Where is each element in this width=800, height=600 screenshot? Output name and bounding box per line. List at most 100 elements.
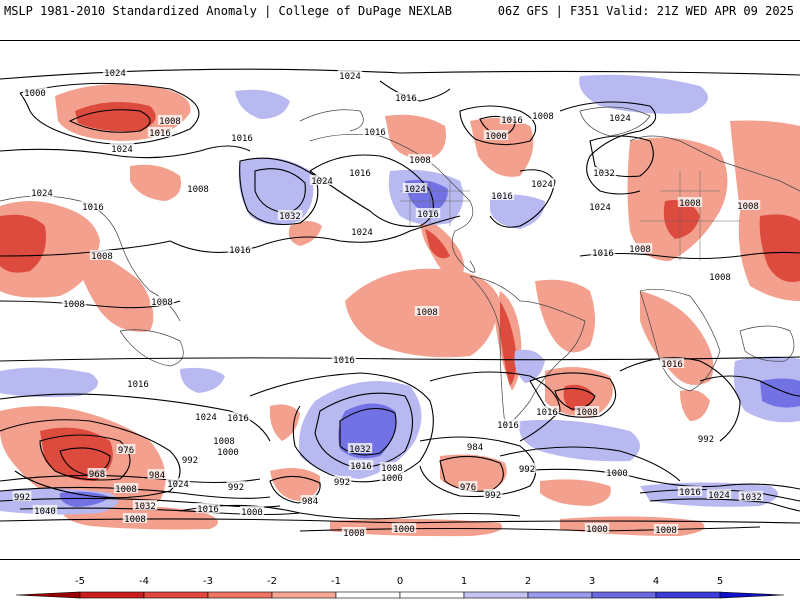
isobar-label: 1016 bbox=[501, 116, 523, 126]
colorbar-swatch bbox=[143, 591, 209, 599]
isobar-label: 1008 bbox=[343, 529, 365, 539]
map-title: MSLP 1981-2010 Standardized Anomaly | Co… bbox=[4, 4, 452, 18]
colorbar-tick-label: -4 bbox=[139, 576, 149, 587]
political-borders bbox=[400, 171, 740, 261]
isobar-label: 1000 bbox=[241, 508, 263, 518]
isobar-label: 1024 bbox=[609, 114, 631, 124]
isobar-label: 1008 bbox=[381, 464, 403, 474]
isobar-label-bg bbox=[587, 201, 613, 211]
isobar-label: 1016 bbox=[227, 414, 249, 424]
isobar-label-bg bbox=[627, 243, 653, 253]
colorbar-swatch bbox=[79, 591, 145, 599]
isobar-label-bg bbox=[534, 406, 560, 416]
isobar-label-bg bbox=[591, 167, 617, 177]
isobar-label: 1000 bbox=[586, 525, 608, 535]
isobar-label-bg bbox=[211, 435, 237, 445]
isobar-label-bg bbox=[738, 491, 764, 501]
isobar-label: 1016 bbox=[661, 360, 683, 370]
isobar-label-bg bbox=[147, 127, 173, 137]
isobar-label-bg bbox=[12, 491, 32, 501]
isobar-label-bg bbox=[332, 476, 352, 486]
isobar-label-bg bbox=[147, 469, 167, 479]
isobar-label: 968 bbox=[89, 470, 105, 480]
isobar-label-bg bbox=[122, 513, 148, 523]
isobar-label-bg bbox=[300, 495, 320, 505]
colorbar: -5 -4 -3 -2 -1 0 1 2 3 4 5 bbox=[15, 576, 785, 599]
anomaly-map: 1024 1024 1000 1008 1016 1024 1016 1016 1016 1008… bbox=[0, 40, 800, 560]
isobar-label: 1024 bbox=[404, 185, 426, 195]
isobar-label: 1000 bbox=[24, 89, 46, 99]
colorbar-swatch bbox=[15, 591, 81, 599]
isobar-label-bg bbox=[590, 247, 616, 257]
isobar-label: 1024 bbox=[351, 228, 373, 238]
isobar-label: 984 bbox=[149, 471, 165, 481]
isobar-label-bg bbox=[517, 463, 537, 473]
colorbar-swatch bbox=[271, 591, 337, 599]
isobar-label: 1008 bbox=[151, 298, 173, 308]
isobar-label: 1024 bbox=[104, 69, 126, 79]
isobar-label-bg bbox=[341, 527, 367, 537]
isobar-label-bg bbox=[489, 190, 515, 200]
isobar-label: 1008 bbox=[576, 408, 598, 418]
isobar-label-bg bbox=[391, 523, 417, 533]
isobar-label-bg bbox=[109, 143, 135, 153]
isobar-label-bg bbox=[402, 183, 428, 193]
isobar-label: 1032 bbox=[740, 493, 762, 503]
isobar-label: 1024 bbox=[111, 145, 133, 155]
isobar-label: 1024 bbox=[167, 480, 189, 490]
model-run-info: 06Z GFS | F351 Valid: 21Z WED APR 09 202… bbox=[497, 4, 794, 18]
isobar-label: 1008 bbox=[709, 273, 731, 283]
colorbar-tick-label: 2 bbox=[525, 576, 531, 587]
isobar-label-bg bbox=[407, 154, 433, 164]
isobar-label: 1016 bbox=[592, 249, 614, 259]
isobar-label: 1008 bbox=[737, 202, 759, 212]
colorbar-swatch bbox=[335, 591, 401, 599]
isobar-label: 1016 bbox=[395, 94, 417, 104]
isobar-label: 1008 bbox=[679, 199, 701, 209]
isobar-label-bg bbox=[458, 481, 478, 491]
isobar-label: 1032 bbox=[134, 502, 156, 512]
isobar-label-bg bbox=[87, 468, 107, 478]
isobar-label: 992 bbox=[519, 465, 535, 475]
colorbar-swatch bbox=[527, 591, 593, 599]
colorbar-swatch bbox=[719, 591, 785, 599]
isobar-label: 1016 bbox=[229, 246, 251, 256]
isobar-label-bg bbox=[393, 92, 419, 102]
strong-negative-anomaly-areas bbox=[0, 102, 800, 481]
isobar-label-bg bbox=[483, 489, 503, 499]
isobar-label-bg bbox=[180, 454, 200, 464]
isobar-label-bg bbox=[337, 70, 363, 80]
colorbar-swatches bbox=[15, 591, 785, 599]
isobar-label-bg bbox=[80, 201, 106, 211]
map-canvas: 1024 102410001008101610241016101610161008… bbox=[0, 67, 800, 539]
isobar-label-bg bbox=[125, 378, 151, 388]
isobar-label: 1000 bbox=[381, 474, 403, 484]
isobar-label-bg bbox=[89, 250, 115, 260]
isobar-label-bg bbox=[677, 197, 703, 207]
isobar-label-bg bbox=[239, 506, 265, 516]
isobar-label: 1008 bbox=[409, 156, 431, 166]
colorbar-swatch bbox=[591, 591, 657, 599]
isobar-label-bg bbox=[349, 226, 375, 236]
isobar-label-bg bbox=[22, 87, 48, 97]
isobar-label-bg bbox=[499, 114, 525, 124]
isobar-label-bg bbox=[116, 444, 136, 454]
colorbar-tick-label: 0 bbox=[397, 576, 403, 587]
isobar-label: 992 bbox=[182, 456, 198, 466]
isobar-label: 1040 bbox=[34, 507, 56, 517]
isobar-label: 1000 bbox=[485, 132, 507, 142]
isobar-label: 1016 bbox=[497, 421, 519, 431]
isobar-label: 1016 bbox=[491, 192, 513, 202]
isobar-label-bg bbox=[347, 167, 373, 177]
isobar-label: 1024 bbox=[311, 177, 333, 187]
colorbar-tick-label: -1 bbox=[331, 576, 341, 587]
isobar-label: 992 bbox=[334, 478, 350, 488]
isobar-label: 1024 bbox=[31, 189, 53, 199]
isobar-label-bg bbox=[465, 441, 485, 451]
isobar-label-bg bbox=[348, 460, 374, 470]
isobar-label: 1008 bbox=[532, 112, 554, 122]
isobar-label-bg bbox=[347, 443, 373, 453]
isobar-label-bg bbox=[165, 478, 191, 488]
isobar-label-bg bbox=[157, 115, 183, 125]
isobar-label: 1032 bbox=[349, 445, 371, 455]
